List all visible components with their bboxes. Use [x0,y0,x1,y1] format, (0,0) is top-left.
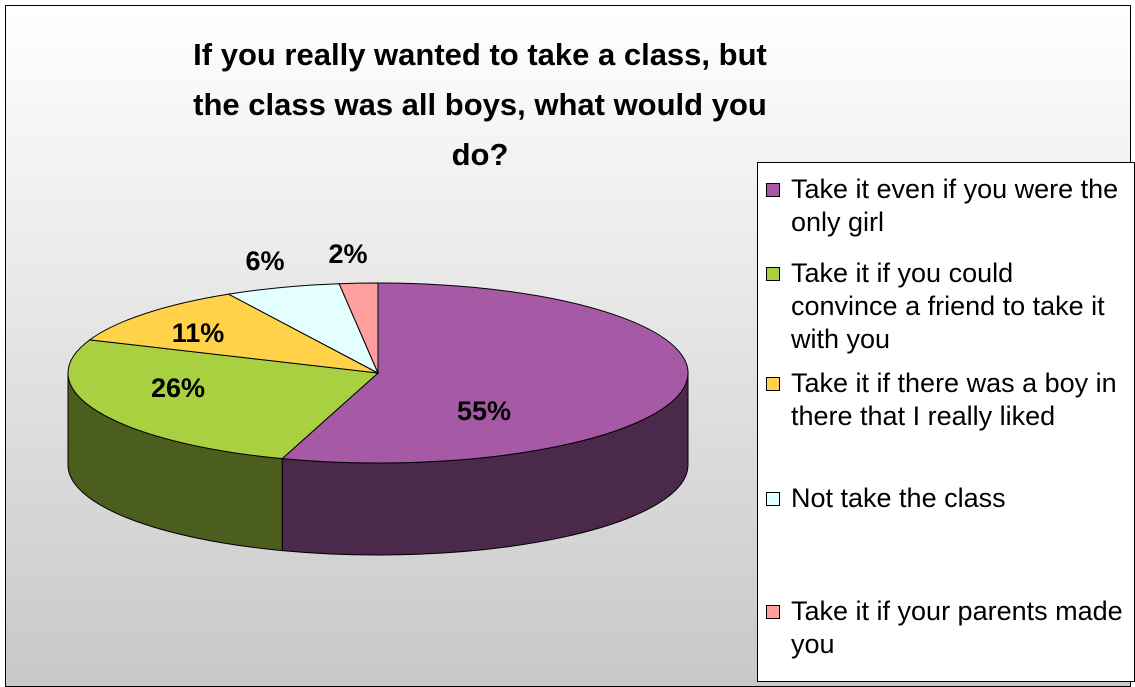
legend: Take it even if you were the only girl Ta… [757,162,1135,682]
data-label: 6% [245,246,284,276]
legend-item: Take it if you could convince a friend t… [766,257,1126,356]
legend-item: Take it even if you were the only girl [766,173,1126,239]
legend-swatch [766,377,780,391]
data-label: 55% [457,396,511,426]
pie-slice [88,293,379,374]
legend-label: Take it if there was a boy in there that… [791,368,1117,431]
legend-swatch [766,605,780,619]
chart-title: If you really wanted to take a class, bu… [193,37,767,172]
data-label: 26% [151,373,205,403]
legend-swatch [766,267,780,281]
legend-swatch [766,492,780,506]
legend-item: Take it if there was a boy in there that… [766,367,1126,433]
legend-label: Not take the class [791,483,1006,513]
data-label: 2% [328,239,367,269]
legend-label: Take it if you could convince a friend t… [791,258,1105,354]
pie-slice [67,339,380,460]
legend-item: Not take the class [766,482,1126,515]
pie-chart: 55% 26% 11% 6% 2% [67,239,689,556]
pie-slice [281,282,689,464]
legend-item: Take it if your parents made you [766,595,1126,661]
data-label: 11% [172,318,225,348]
pie-slice [338,282,379,374]
legend-label: Take it if your parents made you [791,596,1123,659]
legend-label: Take it even if you were the only girl [791,174,1119,237]
legend-swatch [766,183,780,197]
